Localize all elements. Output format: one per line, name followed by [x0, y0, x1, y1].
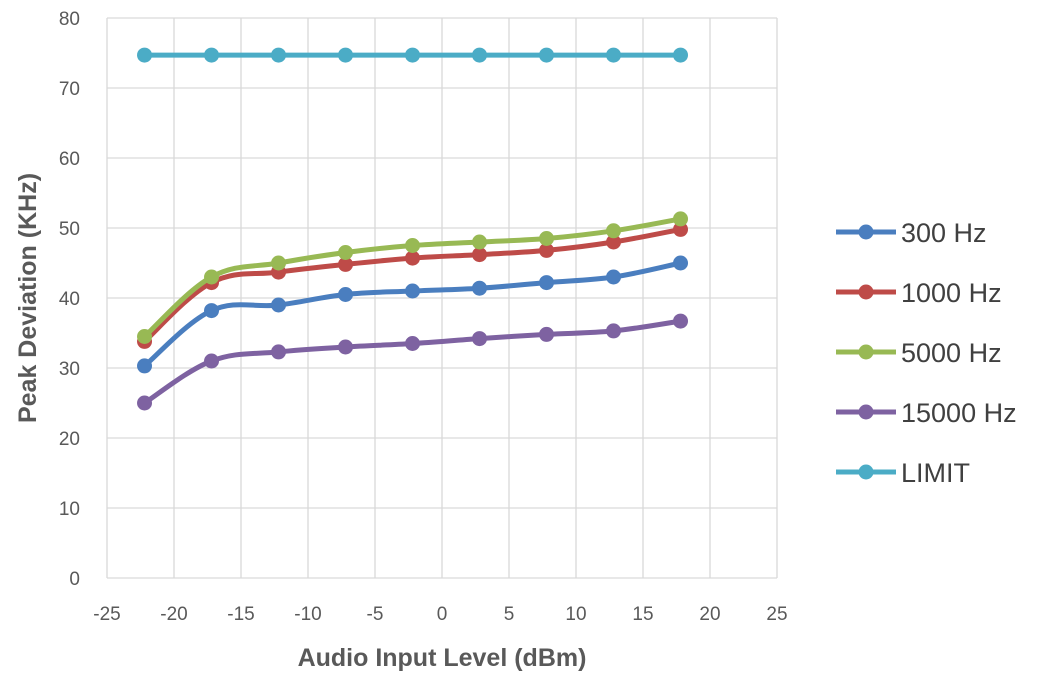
series-15000-hz [137, 313, 689, 411]
data-point-limit [539, 47, 555, 63]
data-point-5000-hz [405, 238, 421, 253]
data-point-limit [137, 47, 153, 63]
tick-labels: 0 10 20 30 40 50 60 70 80 -25 -20 -15 -10 -5 0 5 10 15 20 2… [59, 9, 788, 625]
y-tick-label: 0 [69, 569, 80, 590]
data-point-limit [472, 47, 488, 63]
x-tick-label: 15 [632, 604, 653, 625]
x-tick-label: -20 [160, 604, 187, 625]
data-point-1000-hz [405, 250, 421, 266]
data-point-1000-hz [539, 242, 555, 258]
data-point-limit [204, 47, 220, 63]
y-tick-label: 20 [59, 429, 80, 450]
legend-label: 1000 Hz [901, 278, 1002, 308]
data-point-300-hz [338, 287, 354, 302]
data-point-15000-hz [137, 395, 153, 411]
data-point-1000-hz [673, 221, 689, 237]
data-point-5000-hz [338, 245, 354, 260]
legend-swatch-marker [858, 224, 874, 240]
data-point-5000-hz [673, 211, 689, 227]
data-point-300-hz [472, 280, 488, 296]
data-point-limit [271, 47, 287, 63]
data-point-15000-hz [271, 344, 287, 360]
data-point-5000-hz [606, 223, 622, 239]
legend-swatch-marker [858, 464, 874, 480]
data-point-15000-hz [606, 323, 622, 339]
legend-label: 15000 Hz [901, 398, 1017, 428]
data-point-1000-hz [338, 256, 354, 272]
y-tick-label: 10 [59, 499, 80, 520]
legend-swatch-marker [858, 404, 874, 420]
legend-item-1000-hz: 1000 Hz [836, 278, 1002, 308]
legend-item-15000-hz: 15000 Hz [836, 398, 1017, 428]
data-point-300-hz [606, 269, 622, 285]
y-tick-label: 50 [59, 219, 80, 240]
legend-item-300-hz: 300 Hz [836, 218, 987, 248]
y-tick-label: 80 [59, 9, 80, 30]
legend-swatch-marker [858, 344, 874, 360]
data-point-5000-hz [204, 269, 220, 285]
legend-item-limit: LIMIT [836, 458, 970, 488]
legend-label: 300 Hz [901, 218, 987, 248]
data-point-300-hz [539, 275, 555, 291]
x-tick-label: -15 [227, 604, 254, 625]
data-point-5000-hz [539, 231, 555, 246]
series-300-hz [137, 255, 689, 374]
x-tick-label: 25 [766, 604, 787, 625]
x-tick-label: 20 [699, 604, 720, 625]
legend-label: 5000 Hz [901, 338, 1002, 368]
data-point-300-hz [137, 358, 153, 374]
data-point-300-hz [405, 283, 421, 299]
data-point-15000-hz [405, 336, 421, 351]
data-point-300-hz [673, 255, 689, 271]
y-tick-label: 60 [59, 149, 80, 170]
data-point-5000-hz [472, 234, 488, 250]
gridlines [106, 17, 778, 579]
y-axis-title: Peak Deviation (KHz) [14, 173, 42, 423]
x-tick-label: 10 [565, 604, 586, 625]
y-tick-label: 70 [59, 79, 80, 100]
x-tick-label: -5 [367, 604, 384, 625]
legend: 300 Hz 1000 Hz 5000 Hz 15000 Hz LIMIT [836, 218, 1017, 488]
y-tick-label: 30 [59, 359, 80, 380]
data-point-1000-hz [472, 247, 488, 263]
data-point-15000-hz [673, 313, 689, 329]
x-tick-label: 0 [437, 604, 448, 625]
data-point-5000-hz [137, 329, 153, 344]
series-line-15000-hz [142, 318, 684, 406]
series-lines [137, 47, 689, 411]
data-point-5000-hz [271, 255, 287, 271]
x-tick-label: -25 [93, 604, 120, 625]
data-point-limit [405, 47, 421, 63]
data-point-limit [673, 47, 689, 63]
data-point-limit [606, 47, 622, 63]
data-point-300-hz [271, 297, 287, 313]
data-point-1000-hz [606, 234, 622, 250]
data-point-15000-hz [338, 339, 354, 355]
data-point-limit [338, 47, 354, 63]
x-tick-label: 5 [504, 604, 515, 625]
x-axis-title: Audio Input Level (dBm) [298, 644, 587, 672]
series-limit [137, 47, 689, 63]
data-point-15000-hz [539, 326, 555, 342]
legend-label: LIMIT [901, 458, 970, 488]
x-tick-label: -10 [294, 604, 321, 625]
data-point-300-hz [204, 303, 220, 319]
legend-swatch-marker [858, 284, 874, 300]
data-point-15000-hz [204, 353, 220, 369]
data-point-15000-hz [472, 331, 488, 347]
series-5000-hz [137, 211, 689, 344]
y-tick-label: 40 [59, 289, 80, 310]
legend-item-5000-hz: 5000 Hz [836, 338, 1002, 368]
